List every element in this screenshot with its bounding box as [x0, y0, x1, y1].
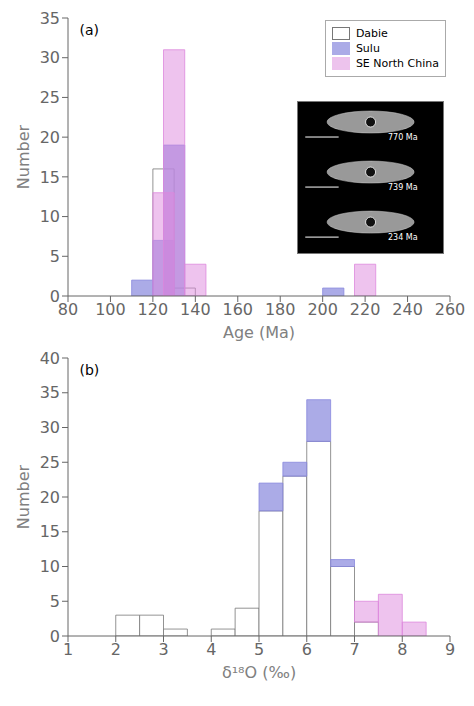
svg-text:100: 100 [95, 300, 126, 319]
svg-text:15: 15 [40, 522, 60, 541]
svg-text:Number: Number [14, 124, 33, 189]
svg-text:6: 6 [302, 640, 312, 659]
svg-text:200: 200 [307, 300, 338, 319]
svg-text:20: 20 [40, 128, 60, 147]
svg-text:4: 4 [206, 640, 216, 659]
svg-text:1: 1 [63, 640, 73, 659]
svg-text:5: 5 [50, 592, 60, 611]
svg-text:80: 80 [58, 300, 78, 319]
svg-text:8: 8 [397, 640, 407, 659]
svg-text:10: 10 [40, 207, 60, 226]
html-text:Sulu: Sulu [355, 42, 380, 55]
svg-text:5: 5 [50, 247, 60, 266]
svg-text:234 Ma: 234 Ma [388, 233, 418, 242]
html-text:SE North China: SE North China [355, 57, 439, 70]
svg-text:9: 9 [445, 640, 455, 659]
svg-text:30: 30 [40, 418, 60, 437]
svg-text:3: 3 [158, 640, 168, 659]
svg-text:35: 35 [40, 9, 60, 28]
svg-text:25: 25 [40, 88, 60, 107]
svg-text:Number: Number [14, 464, 33, 529]
svg-text:7: 7 [349, 640, 359, 659]
svg-text:25: 25 [40, 453, 60, 472]
svg-text:120: 120 [138, 300, 169, 319]
svg-text:0: 0 [50, 627, 60, 646]
svg-text:5: 5 [254, 640, 264, 659]
svg-text:35: 35 [40, 383, 60, 402]
svg-text:10: 10 [40, 557, 60, 576]
svg-text:20: 20 [40, 488, 60, 507]
svg-text:770 Ma: 770 Ma [388, 133, 418, 142]
svg-text:Age (Ma): Age (Ma) [223, 323, 295, 342]
svg-text:15: 15 [40, 168, 60, 187]
svg-text:2: 2 [111, 640, 121, 659]
svg-text:220: 220 [350, 300, 381, 319]
svg-text:739 Ma: 739 Ma [388, 183, 418, 192]
html-text:Dabie: Dabie [355, 27, 388, 40]
svg-text:140: 140 [180, 300, 211, 319]
svg-text:40: 40 [40, 349, 60, 368]
html-text:(b): (b) [79, 362, 100, 378]
svg-text:240: 240 [392, 300, 423, 319]
svg-text:160: 160 [223, 300, 254, 319]
svg-text:0: 0 [50, 287, 60, 306]
svg-text:260: 260 [435, 300, 466, 319]
html-text:(a): (a) [79, 22, 99, 38]
svg-text:δ¹⁸O (‰): δ¹⁸O (‰) [222, 663, 296, 682]
svg-text:30: 30 [40, 48, 60, 67]
svg-text:180: 180 [265, 300, 296, 319]
